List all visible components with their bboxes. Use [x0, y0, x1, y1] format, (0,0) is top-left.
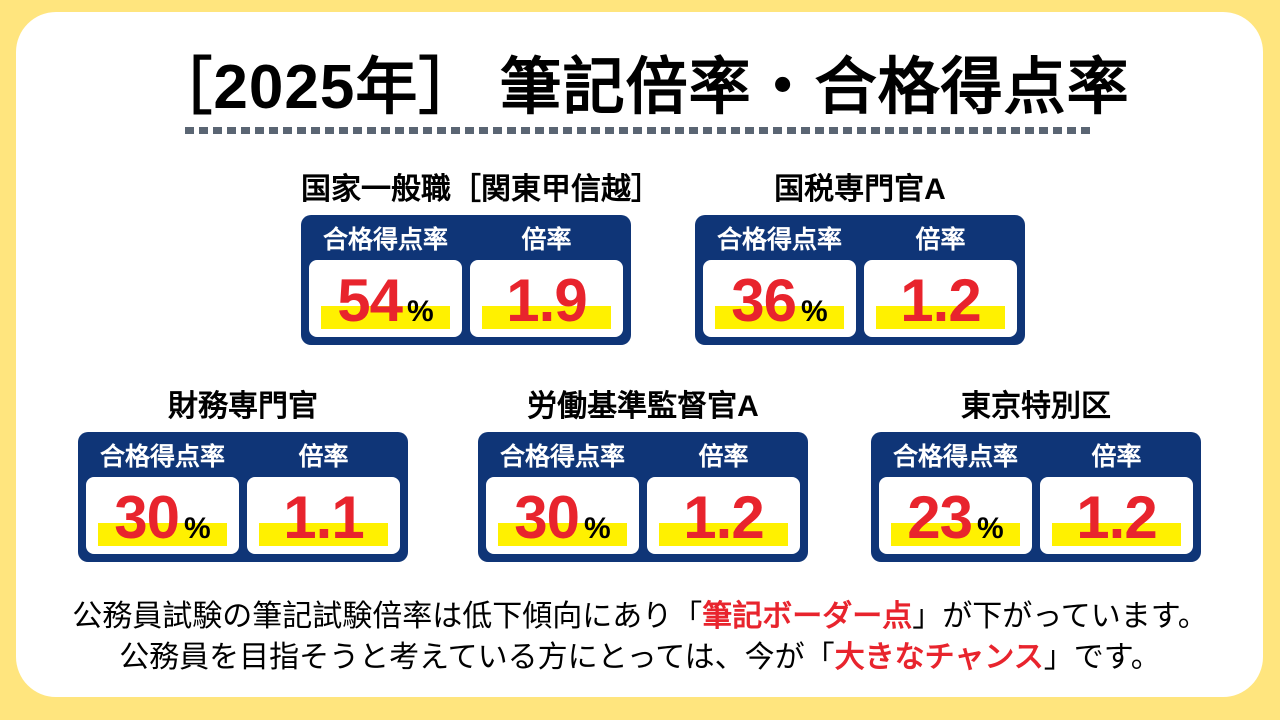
score-rate-column: 合格得点率 54% — [309, 220, 462, 337]
page-title: ［2025年］ 筆記倍率・合格得点率 — [150, 53, 1130, 122]
ratio-column: 倍率 1.9 — [470, 220, 623, 337]
stats-panel: 合格得点率 36% 倍率 1.2 — [695, 215, 1025, 345]
ratio-label: 倍率 — [915, 226, 966, 254]
percent-unit: % — [584, 511, 611, 545]
yellow-highlight — [876, 306, 1005, 329]
ratio-column: 倍率 1.2 — [1040, 437, 1193, 554]
score-rate-column: 合格得点率 36% — [703, 220, 856, 337]
ratio-label: 倍率 — [521, 226, 572, 254]
card-title: 財務専門官 — [168, 390, 318, 423]
stats-panel: 合格得点率 30% 倍率 1.2 — [478, 432, 808, 562]
score-rate-column: 合格得点率 30% — [486, 437, 639, 554]
score-rate-value-box: 30% — [486, 477, 639, 554]
ratio-column: 倍率 1.1 — [247, 437, 400, 554]
title-underline-dashed — [185, 127, 1095, 134]
score-rate-label: 合格得点率 — [499, 443, 625, 471]
yellow-highlight — [321, 306, 450, 329]
yellow-highlight — [891, 523, 1020, 546]
content-sheet — [16, 12, 1263, 697]
score-rate-value: 54% — [337, 266, 434, 334]
ratio-value: 1.2 — [900, 266, 981, 334]
footer-message: 公務員試験の筆記試験倍率は低下傾向にあり「筆記ボーダー点」が下がっています。 公… — [0, 596, 1280, 678]
ratio-value-box: 1.1 — [247, 477, 400, 554]
ratio-value-box: 1.9 — [470, 260, 623, 337]
score-rate-value: 30% — [514, 483, 611, 551]
score-rate-column: 合格得点率 23% — [879, 437, 1032, 554]
yellow-highlight — [715, 306, 844, 329]
percent-unit: % — [407, 294, 434, 328]
score-rate-value-box: 36% — [703, 260, 856, 337]
ratio-value-box: 1.2 — [1040, 477, 1193, 554]
card-title: 東京特別区 — [961, 390, 1111, 423]
score-rate-value: 30% — [114, 483, 211, 551]
ratio-label: 倍率 — [298, 443, 349, 471]
yellow-highlight — [482, 306, 611, 329]
stats-panel: 合格得点率 54% 倍率 1.9 — [301, 215, 631, 345]
highlighted-term-big-chance: 大きなチャンス — [834, 641, 1044, 674]
percent-unit: % — [977, 511, 1004, 545]
score-rate-label: 合格得点率 — [99, 443, 225, 471]
highlighted-term-border-point: 筆記ボーダー点 — [702, 600, 913, 633]
ratio-column: 倍率 1.2 — [864, 220, 1017, 337]
footer-line-1: 公務員試験の筆記試験倍率は低下傾向にあり「筆記ボーダー点」が下がっています。 — [72, 600, 1208, 633]
yellow-highlight — [1052, 523, 1181, 546]
ratio-value: 1.2 — [1076, 483, 1157, 551]
ratio-value-box: 1.2 — [647, 477, 800, 554]
ratio-label: 倍率 — [1091, 443, 1142, 471]
yellow-highlight — [259, 523, 388, 546]
yellow-highlight — [98, 523, 227, 546]
score-rate-label: 合格得点率 — [322, 226, 448, 254]
yellow-highlight — [659, 523, 788, 546]
score-rate-value: 23% — [907, 483, 1004, 551]
percent-unit: % — [184, 511, 211, 545]
ratio-value-box: 1.2 — [864, 260, 1017, 337]
score-rate-column: 合格得点率 30% — [86, 437, 239, 554]
score-rate-label: 合格得点率 — [892, 443, 1018, 471]
score-rate-label: 合格得点率 — [716, 226, 842, 254]
footer-line-2: 公務員を目指そうと考えている方にとっては、今が「大きなチャンス」です。 — [119, 641, 1161, 674]
exam-card-roudou: 労働基準監督官A 合格得点率 30% 倍率 1.2 — [478, 390, 808, 562]
exam-card-zaimu: 財務専門官 合格得点率 30% 倍率 1.1 — [78, 390, 408, 562]
score-rate-value-box: 23% — [879, 477, 1032, 554]
card-title: 国税専門官A — [774, 173, 946, 206]
yellow-highlight — [498, 523, 627, 546]
exam-card-kokka-ippan: 国家一般職［関東甲信越］ 合格得点率 54% 倍率 1.9 — [301, 173, 661, 345]
score-rate-value: 36% — [731, 266, 828, 334]
card-title: 国家一般職［関東甲信越］ — [301, 173, 661, 206]
ratio-label: 倍率 — [698, 443, 749, 471]
exam-card-tokyo-tokubetsuku: 東京特別区 合格得点率 23% 倍率 1.2 — [871, 390, 1201, 562]
ratio-value: 1.9 — [506, 266, 587, 334]
score-rate-value-box: 54% — [309, 260, 462, 337]
stats-panel: 合格得点率 30% 倍率 1.1 — [78, 432, 408, 562]
ratio-value: 1.1 — [283, 483, 364, 551]
stats-panel: 合格得点率 23% 倍率 1.2 — [871, 432, 1201, 562]
ratio-column: 倍率 1.2 — [647, 437, 800, 554]
exam-card-kokuzei: 国税専門官A 合格得点率 36% 倍率 1.2 — [695, 173, 1025, 345]
score-rate-value-box: 30% — [86, 477, 239, 554]
card-title: 労働基準監督官A — [527, 390, 759, 423]
percent-unit: % — [801, 294, 828, 328]
ratio-value: 1.2 — [683, 483, 764, 551]
